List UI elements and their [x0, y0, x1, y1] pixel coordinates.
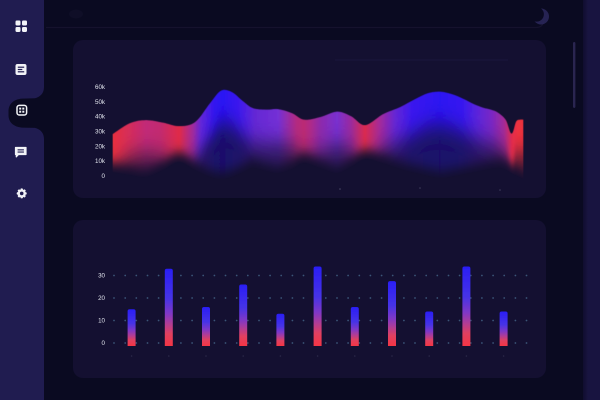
- svg-text:30k: 30k: [95, 129, 106, 136]
- svg-text:30: 30: [98, 272, 105, 279]
- svg-text:20k: 20k: [95, 143, 106, 150]
- svg-text:50k: 50k: [95, 99, 106, 106]
- svg-text:60k: 60k: [95, 84, 106, 91]
- svg-text:40k: 40k: [95, 114, 106, 121]
- svg-text:10: 10: [98, 317, 105, 324]
- svg-text:0: 0: [102, 173, 106, 180]
- svg-text:20: 20: [98, 295, 105, 302]
- svg-text:10k: 10k: [95, 158, 106, 165]
- svg-text:0: 0: [102, 340, 106, 347]
